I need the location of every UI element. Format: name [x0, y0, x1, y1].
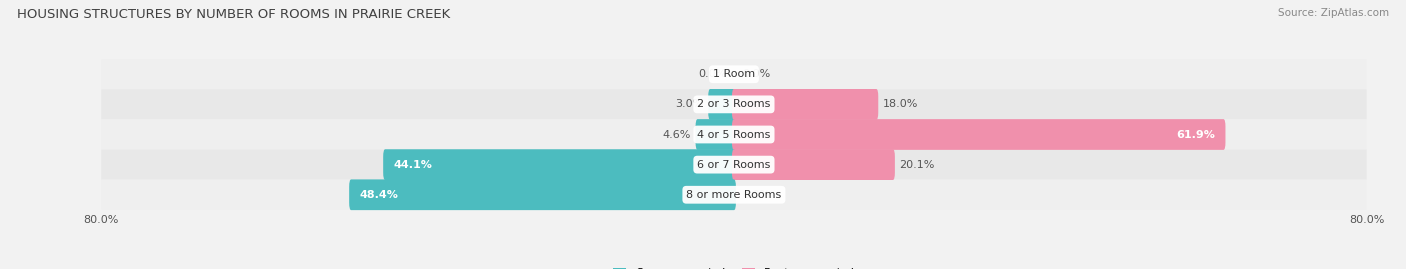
- FancyBboxPatch shape: [101, 180, 1367, 210]
- Legend: Owner-occupied, Renter-occupied: Owner-occupied, Renter-occupied: [609, 263, 859, 269]
- Text: 4 or 5 Rooms: 4 or 5 Rooms: [697, 129, 770, 140]
- Text: 48.4%: 48.4%: [359, 190, 398, 200]
- FancyBboxPatch shape: [101, 89, 1367, 119]
- Text: 0.0%: 0.0%: [697, 69, 725, 79]
- Text: 18.0%: 18.0%: [883, 99, 918, 109]
- FancyBboxPatch shape: [101, 119, 1367, 150]
- FancyBboxPatch shape: [733, 119, 1226, 150]
- Text: 1 Room: 1 Room: [713, 69, 755, 79]
- FancyBboxPatch shape: [384, 149, 735, 180]
- Text: Source: ZipAtlas.com: Source: ZipAtlas.com: [1278, 8, 1389, 18]
- Text: 3.0%: 3.0%: [676, 99, 704, 109]
- Text: 61.9%: 61.9%: [1177, 129, 1216, 140]
- FancyBboxPatch shape: [101, 150, 1367, 180]
- Text: 0.0%: 0.0%: [742, 69, 770, 79]
- Text: 0.0%: 0.0%: [742, 190, 770, 200]
- Text: 2 or 3 Rooms: 2 or 3 Rooms: [697, 99, 770, 109]
- FancyBboxPatch shape: [101, 59, 1367, 89]
- Text: 6 or 7 Rooms: 6 or 7 Rooms: [697, 160, 770, 170]
- Text: 20.1%: 20.1%: [900, 160, 935, 170]
- FancyBboxPatch shape: [349, 179, 735, 210]
- FancyBboxPatch shape: [709, 89, 735, 120]
- FancyBboxPatch shape: [733, 149, 894, 180]
- Text: 44.1%: 44.1%: [394, 160, 432, 170]
- Text: 4.6%: 4.6%: [662, 129, 692, 140]
- Text: HOUSING STRUCTURES BY NUMBER OF ROOMS IN PRAIRIE CREEK: HOUSING STRUCTURES BY NUMBER OF ROOMS IN…: [17, 8, 450, 21]
- FancyBboxPatch shape: [733, 89, 879, 120]
- Text: 8 or more Rooms: 8 or more Rooms: [686, 190, 782, 200]
- FancyBboxPatch shape: [696, 119, 735, 150]
